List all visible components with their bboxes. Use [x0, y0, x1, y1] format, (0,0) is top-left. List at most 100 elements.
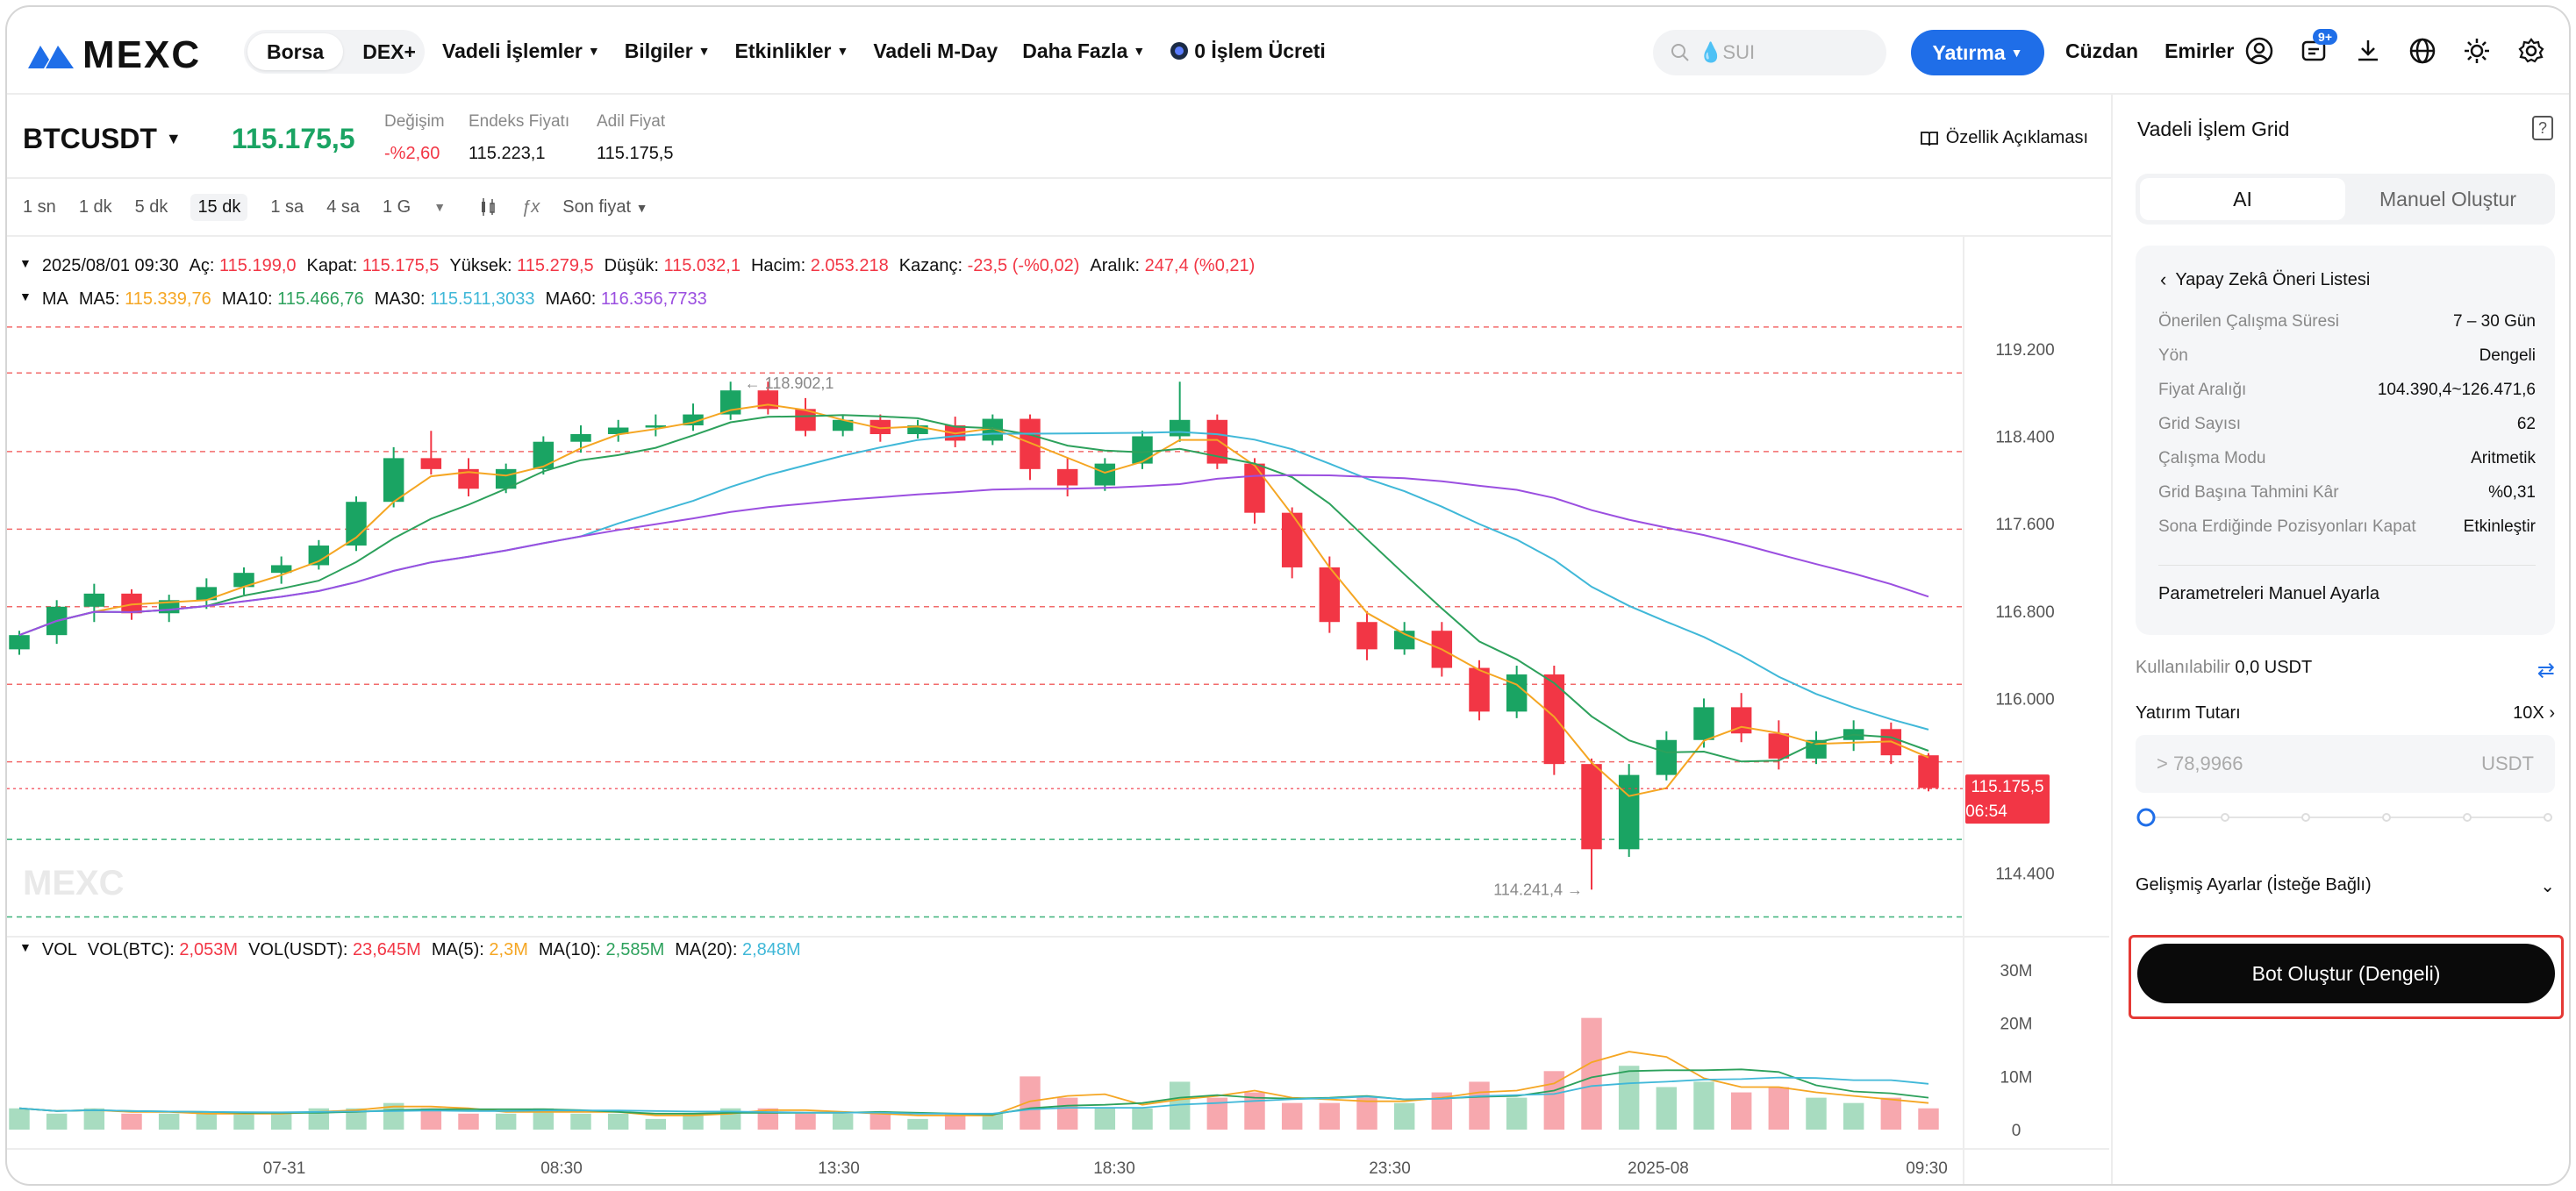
user-icon[interactable]: [2244, 36, 2274, 66]
collapse-chevron-icon[interactable]: ▼: [19, 940, 32, 954]
mexc-logo[interactable]: MEXC: [26, 33, 201, 77]
volume-tick-label: 20M: [2000, 1016, 2033, 1034]
tf-1s[interactable]: 1 sn: [23, 196, 56, 217]
ohlc-date: 2025/08/01 09:30: [41, 256, 179, 275]
help-icon[interactable]: ?: [2532, 116, 2553, 140]
nav-info-label: Bilgiler: [624, 39, 693, 62]
time-tick-label: 08:30: [540, 1159, 583, 1178]
tf-15m[interactable]: 15 dk: [190, 193, 248, 221]
tf-5m[interactable]: 5 dk: [134, 196, 168, 217]
create-bot-button[interactable]: Bot Oluştur (Dengeli): [2137, 944, 2555, 1003]
highlight-outline: [2129, 935, 2564, 1019]
nav-events-label: Etkinlikler: [734, 39, 832, 62]
candle-type-icon[interactable]: [477, 196, 498, 218]
stat-index: Endeks Fiyatı 115.223,1: [469, 112, 569, 164]
tf-1m[interactable]: 1 dk: [78, 196, 112, 217]
investment-amount-input[interactable]: > 78,9966 USDT: [2136, 735, 2555, 793]
volume-tick-label: 0: [2012, 1122, 2021, 1140]
ai-list-back[interactable]: ‹ Yapay Zekâ Öneri Listesi: [2160, 268, 2370, 291]
price-type-label: Son fiyat: [562, 196, 632, 217]
time-tick-label: 18:30: [1093, 1159, 1135, 1178]
price-chart[interactable]: MEXC 119.200 118.400 117.600 116.800 116.000 1…: [7, 235, 2109, 1186]
nav-mday[interactable]: Vadeli M-Day: [873, 39, 998, 63]
header-icons: 9+: [2244, 7, 2546, 95]
search-input[interactable]: 💧 SUI: [1653, 30, 1886, 75]
volume-bar: [46, 1113, 68, 1130]
last-price: 115.175,5: [232, 123, 355, 154]
more-timeframes-icon[interactable]: ▼: [433, 200, 447, 214]
candle-body: [1581, 764, 1602, 850]
nav-more[interactable]: Daha Fazla ▼: [1022, 39, 1145, 63]
candle-body: [832, 419, 854, 431]
theme-sun-icon[interactable]: [2462, 36, 2492, 66]
candle-body: [1693, 707, 1714, 740]
tf-4h[interactable]: 4 sa: [326, 196, 360, 217]
volume-bar: [420, 1108, 442, 1130]
candle-body: [795, 409, 816, 431]
settings-gear-icon[interactable]: [2516, 36, 2546, 66]
segment-dex[interactable]: DEX+: [362, 39, 416, 63]
investment-unit: USDT: [2481, 752, 2534, 774]
volume-bar: [1056, 1097, 1078, 1130]
volume-bar: [944, 1113, 966, 1130]
advanced-settings-toggle[interactable]: Gelişmiş Ayarlar (İsteğe Bağlı) ⌄: [2136, 875, 2555, 897]
volume-bar: [907, 1118, 928, 1130]
transfer-icon[interactable]: ⇄: [2537, 659, 2555, 682]
caret-down-icon: ▼: [698, 44, 711, 58]
param-value: 104.390,4~126.471,6: [2377, 381, 2536, 399]
indicator-fx-icon[interactable]: ƒx: [521, 196, 540, 217]
wallet-link[interactable]: Cüzdan: [2065, 39, 2139, 62]
ohlc-gain-label: Kazanç:: [898, 256, 962, 275]
ma10-label: MA10:: [221, 289, 273, 309]
vol-ma20-line: [18, 1076, 1929, 1115]
volume-bar: [1843, 1102, 1864, 1130]
tf-1h[interactable]: 1 sa: [270, 196, 304, 217]
orders-link[interactable]: Emirler: [2165, 39, 2235, 62]
deposit-button[interactable]: Yatırma ▼: [1911, 30, 2044, 75]
tf-1d[interactable]: 1 G: [383, 196, 411, 217]
notification-icon[interactable]: 9+: [2299, 29, 2337, 66]
nav-futures[interactable]: Vadeli İşlemler ▼: [442, 39, 600, 63]
manual-params-link[interactable]: Parametreleri Manuel Ayarla: [2158, 584, 2379, 603]
spec-link[interactable]: Özellik Açıklaması: [1920, 128, 2088, 148]
ma60-label: MA60:: [545, 289, 597, 309]
price-tick-label: 114.400: [1995, 866, 2054, 884]
vol-btc-value: 2,053M: [179, 940, 239, 959]
search-icon: [1671, 44, 1689, 61]
ma10-value: 115.466,76: [277, 289, 364, 309]
nav-events[interactable]: Etkinlikler ▼: [735, 39, 849, 63]
collapse-chevron-icon[interactable]: ▼: [19, 256, 32, 270]
panel-title: Vadeli İşlem Grid: [2137, 118, 2290, 140]
nav-info[interactable]: Bilgiler ▼: [625, 39, 711, 63]
caret-down-icon: ▼: [587, 44, 600, 58]
volume-legend: ▼ VOL VOL(BTC): 2,053M VOL(USDT): 23,645…: [19, 940, 801, 960]
param-key: Yön: [2158, 346, 2188, 365]
candle-body: [1469, 667, 1490, 712]
volume-bar: [1918, 1108, 1939, 1130]
download-icon[interactable]: [2353, 36, 2383, 66]
volume-bar: [607, 1113, 629, 1130]
panel-tabs: AI Manuel Oluştur: [2136, 174, 2555, 225]
globe-icon[interactable]: [2408, 36, 2437, 66]
ohlc-legend: ▼ 2025/08/01 09:30 Aç: 115.199,0 Kapat: …: [19, 256, 1255, 276]
nav-zero-fee[interactable]: 0 İşlem Ücreti: [1170, 39, 1326, 63]
param-row: Fiyat Aralığı 104.390,4~126.471,6: [2158, 381, 2536, 400]
volume-bar: [645, 1118, 667, 1130]
timeframe-toolbar: 1 sn 1 dk 5 dk 15 dk 1 sa 4 sa 1 G ▼ ƒx …: [7, 179, 2111, 237]
tab-ai[interactable]: AI: [2140, 178, 2345, 220]
volume-bar: [1618, 1066, 1640, 1130]
grid-bot-panel: Vadeli İşlem Grid ? AI Manuel Oluştur ‹ …: [2111, 95, 2569, 1184]
tab-manual[interactable]: Manuel Oluştur: [2379, 187, 2516, 210]
price-type-selector[interactable]: Son fiyat ▼: [562, 197, 648, 218]
leverage-selector[interactable]: 10X ›: [2513, 703, 2555, 724]
ma-label: MA: [41, 289, 68, 309]
volume-bar: [495, 1113, 517, 1130]
volume-bar: [1768, 1087, 1790, 1130]
amount-slider[interactable]: [2136, 807, 2555, 828]
param-value: 7 – 30 Gün: [2452, 312, 2536, 331]
segment-borsa[interactable]: Borsa: [247, 33, 344, 70]
candle-body: [1206, 419, 1228, 464]
symbol-selector[interactable]: BTCUSDT ▼: [23, 123, 182, 155]
collapse-chevron-icon[interactable]: ▼: [19, 289, 32, 303]
param-value: %0,31: [2488, 483, 2536, 502]
